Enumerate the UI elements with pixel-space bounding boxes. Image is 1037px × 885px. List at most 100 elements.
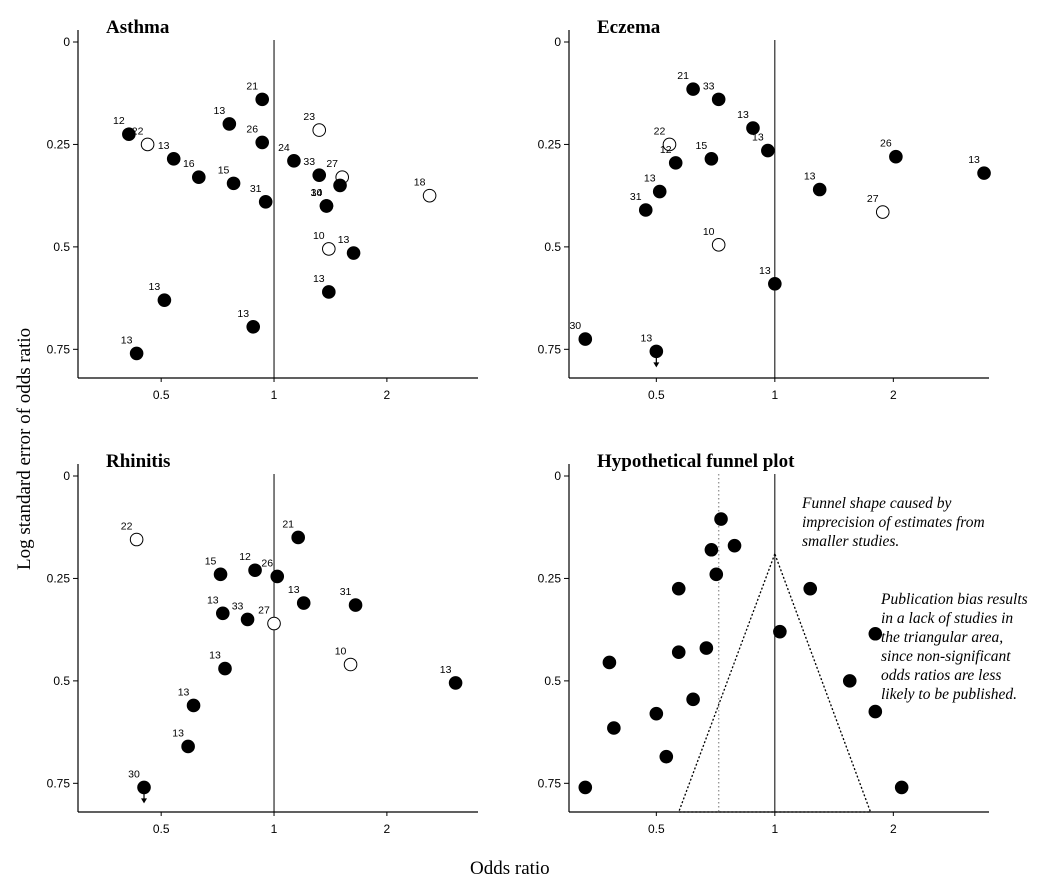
asthma-point-label-14: 30 — [311, 187, 323, 199]
funnel-point-4 — [671, 581, 686, 596]
rhinitis-point-5 — [296, 596, 311, 610]
rhinitis-point-label-0: 22 — [121, 521, 133, 533]
funnel-point-10 — [602, 655, 617, 670]
eczema-point-label-3: 13 — [752, 132, 764, 144]
eczema-point-10 — [889, 149, 903, 164]
rhinitis-y-tick-label-1: 0.25 — [47, 571, 71, 585]
eczema-point-14 — [768, 276, 782, 291]
rhinitis-point-label-11: 13 — [209, 650, 221, 662]
eczema-point-label-2: 13 — [737, 109, 749, 121]
rhinitis-point-1 — [291, 530, 305, 545]
funnel-point-6 — [773, 624, 787, 639]
funnel-point-2 — [727, 538, 742, 553]
asthma-y-tick-label-1: 0.25 — [47, 137, 71, 151]
asthma-x-tick-label-0: 0.5 — [153, 388, 170, 402]
eczema-point-label-12: 27 — [867, 193, 879, 205]
eczema-point-9 — [812, 182, 827, 197]
funnel-point-11 — [842, 674, 857, 688]
asthma-point-label-17: 10 — [313, 230, 325, 242]
asthma-point-label-11: 33 — [303, 156, 315, 168]
asthma-point-9 — [287, 154, 301, 168]
rhinitis-point-label-8: 33 — [232, 600, 244, 612]
eczema-point-1 — [711, 92, 726, 107]
eczema-point-16 — [649, 344, 664, 359]
asthma-point-label-12: 27 — [326, 158, 338, 170]
asthma-point-label-15: 14 — [311, 187, 323, 199]
eczema-point-label-1: 33 — [703, 80, 715, 92]
rhinitis-point-4 — [270, 569, 285, 584]
rhinitis-point-label-7: 13 — [207, 594, 219, 606]
rhinitis-y-tick-label-2: 0.5 — [53, 674, 70, 688]
rhinitis-point-label-12: 13 — [440, 664, 452, 676]
rhinitis-point-label-10: 10 — [335, 645, 347, 657]
funnel-point-0 — [714, 512, 728, 526]
asthma-point-19 — [322, 285, 336, 299]
rhinitis-title: Rhinitis — [106, 451, 170, 472]
eczema-point-label-9: 13 — [804, 171, 816, 183]
funnel-x-tick-label-1: 1 — [771, 822, 778, 836]
asthma-point-1 — [140, 137, 155, 152]
eczema-point-label-14: 13 — [759, 265, 771, 277]
funnel-point-13 — [649, 706, 664, 721]
rhinitis-point-label-4: 26 — [261, 557, 273, 569]
asthma-point-20 — [157, 293, 172, 307]
eczema-point-label-5: 12 — [660, 144, 672, 156]
asthma-point-22 — [129, 346, 144, 361]
asthma-point-label-0: 12 — [113, 115, 125, 127]
eczema-point-label-8: 31 — [630, 191, 642, 203]
rhinitis-point-0 — [129, 532, 144, 547]
funnel-point-18 — [894, 780, 909, 795]
rhinitis-x-tick-label-1: 1 — [271, 822, 278, 836]
eczema-point-8 — [638, 203, 653, 217]
asthma-x-tick-label-2: 2 — [384, 388, 391, 402]
rhinitis-point-8 — [240, 612, 255, 627]
eczema-point-label-7: 13 — [644, 173, 656, 185]
asthma-point-13 — [333, 178, 347, 193]
funnel-y-tick-label-3: 0.75 — [538, 776, 562, 790]
funnel-y-tick-label-0: 0 — [554, 469, 561, 483]
funnel-y-tick-label-1: 0.25 — [538, 571, 562, 585]
rhinitis-point-14 — [181, 739, 195, 754]
rhinitis-point-label-3: 12 — [239, 551, 251, 563]
funnel-point-12 — [686, 692, 700, 707]
asthma-point-label-3: 16 — [183, 158, 195, 170]
rhinitis-point-label-14: 13 — [172, 727, 184, 739]
rhinitis-x-tick-label-0: 0.5 — [153, 822, 170, 836]
rhinitis-point-2 — [213, 567, 228, 582]
eczema-point-label-13: 10 — [703, 226, 715, 238]
funnel-annotation-2: Publication bias results in a lack of st… — [881, 591, 1028, 703]
eczema-point-label-16: 13 — [640, 332, 652, 344]
funnel-point-14 — [868, 704, 883, 719]
rhinitis-point-label-5: 13 — [288, 584, 300, 596]
asthma-x-tick-label-1: 1 — [271, 388, 278, 402]
asthma-point-label-7: 26 — [246, 123, 258, 135]
funnel-point-5 — [803, 581, 818, 596]
funnel-point-8 — [699, 641, 714, 655]
funnel-title: Hypothetical funnel plot — [597, 451, 795, 472]
rhinitis-point-6 — [348, 598, 363, 612]
asthma-point-label-6: 21 — [246, 80, 258, 92]
funnel-point-17 — [578, 780, 593, 795]
eczema-x-tick-label-0: 0.5 — [648, 388, 665, 402]
asthma-point-5 — [222, 117, 237, 131]
rhinitis-point-label-1: 21 — [282, 518, 294, 530]
rhinitis-point-3 — [248, 563, 262, 578]
x-axis-label: Odds ratio — [470, 858, 550, 879]
eczema-point-label-4: 22 — [654, 125, 666, 137]
eczema-point-label-10: 26 — [880, 138, 892, 150]
rhinitis-point-label-15: 30 — [128, 768, 140, 780]
rhinitis-point-12 — [448, 676, 463, 690]
rhinitis-y-tick-label-3: 0.75 — [47, 776, 71, 790]
eczema-point-label-11: 13 — [968, 154, 980, 166]
rhinitis-point-10 — [343, 657, 358, 672]
funnel-annotation-1: Funnel shape caused by imprecision of es… — [802, 495, 985, 550]
asthma-point-label-10: 23 — [303, 111, 315, 123]
asthma-point-label-16: 18 — [414, 177, 426, 189]
funnel-y-tick-label-2: 0.5 — [544, 674, 561, 688]
asthma-point-17 — [322, 242, 336, 256]
asthma-point-3 — [192, 170, 206, 185]
eczema-point-label-0: 21 — [677, 70, 689, 82]
rhinitis-point-label-2: 15 — [205, 555, 217, 567]
eczema-point-13 — [711, 238, 726, 252]
